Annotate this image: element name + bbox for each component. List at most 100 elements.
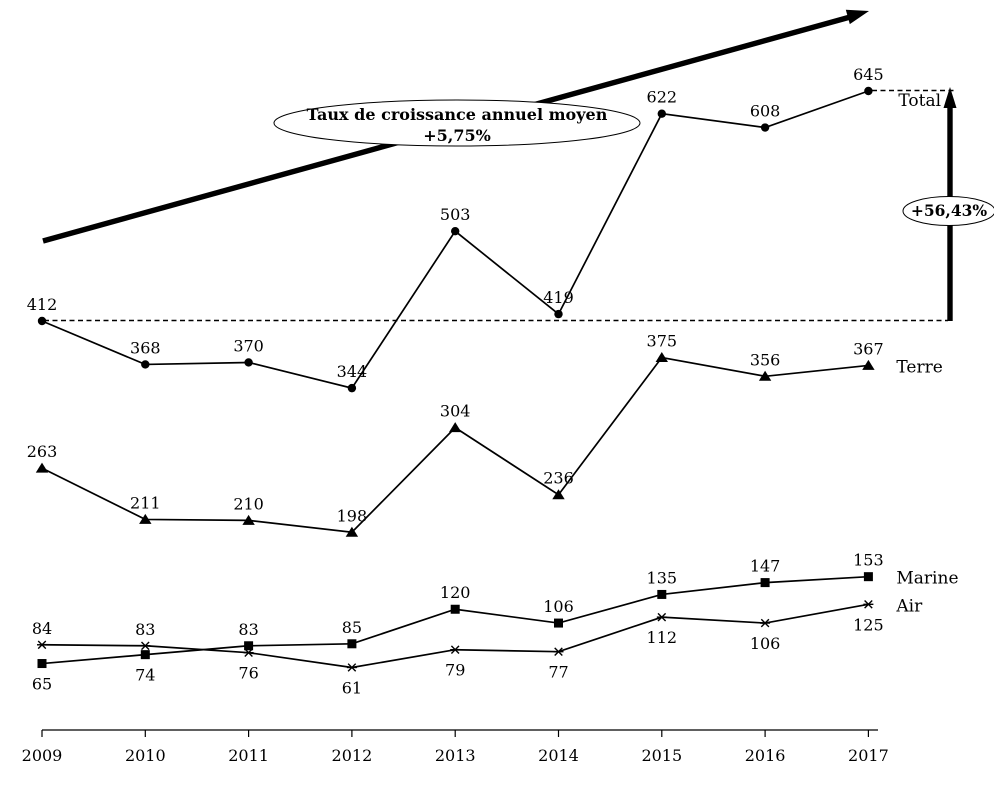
series-air-marker-star-icon-stroke xyxy=(554,647,563,656)
value-label-terre-2013: 304 xyxy=(440,402,471,421)
series-air-marker-star-icon xyxy=(346,663,357,672)
value-label-air-2015: 112 xyxy=(647,628,678,647)
series-marine-marker-square-icon xyxy=(760,578,770,588)
series-total-marker-circle-icon xyxy=(760,123,770,132)
value-label-terre-2016: 356 xyxy=(750,350,781,369)
series-air-marker-star-icon xyxy=(760,618,771,628)
series-marine-marker-square-icon xyxy=(140,650,150,660)
value-label-terre-2009: 263 xyxy=(27,442,58,461)
value-label-marine-2009: 65 xyxy=(32,675,52,694)
value-label-marine-2014: 106 xyxy=(543,597,574,616)
value-label-total-2009: 412 xyxy=(27,295,58,314)
series-terre-marker-triangle-icon xyxy=(655,352,668,363)
value-label-total-2015: 622 xyxy=(647,88,678,107)
value-label-terre-2012: 198 xyxy=(337,506,368,525)
value-label-marine-2011: 83 xyxy=(238,620,258,639)
x-label-2013: 2013 xyxy=(435,746,476,765)
value-label-marine-2017: 153 xyxy=(853,551,884,570)
series-air-marker-star-icon xyxy=(656,612,667,622)
series-terre-marker-triangle-icon xyxy=(449,422,462,433)
value-label-total-2010: 368 xyxy=(130,338,161,357)
series-marine-marker-square-icon xyxy=(657,589,667,599)
series-air-marker-star-icon xyxy=(140,641,151,651)
x-label-2014: 2014 xyxy=(538,746,579,765)
series-air-marker-star-icon-stroke xyxy=(760,618,770,628)
series-air-marker-star-icon xyxy=(450,645,461,655)
series-marine-marker-square-icon xyxy=(554,618,563,628)
series-air-marker-star-icon-stroke xyxy=(37,640,47,650)
x-label-2012: 2012 xyxy=(332,746,373,765)
value-label-marine-2010: 74 xyxy=(135,666,155,685)
series-air-marker-star-icon xyxy=(243,648,254,657)
growth-ellipse xyxy=(273,99,641,147)
value-label-air-2013: 79 xyxy=(445,661,465,680)
series-end-labels-layer: Total Terre Marine Air xyxy=(895,91,958,616)
series-terre: 263 211 210 198 304 236 375 356 367 xyxy=(27,332,884,537)
series-air-marker-star-icon xyxy=(863,600,874,609)
x-label-2015: 2015 xyxy=(641,746,682,765)
value-label-air-2014: 77 xyxy=(548,663,568,682)
value-label-air-2016: 106 xyxy=(750,634,781,653)
series-total-marker-circle-icon xyxy=(451,226,460,236)
series-end-label-total: Total xyxy=(898,91,941,111)
series-air-marker-star-icon-stroke xyxy=(450,645,460,655)
increase-annotation: +56,43% xyxy=(902,87,994,321)
series-layer: 412 368 370 344 503 419 622 608 645 263 211 210 198 3… xyxy=(27,65,884,697)
series-total-marker-circle-icon xyxy=(244,358,253,367)
series-terre-marker-triangle-icon xyxy=(345,526,359,537)
series-terre-marker-triangle-icon xyxy=(35,462,49,473)
value-label-marine-2012: 85 xyxy=(342,618,362,637)
x-label-2016: 2016 xyxy=(745,746,786,765)
value-label-air-2010: 83 xyxy=(135,620,155,639)
series-terre-line xyxy=(41,356,869,534)
series-marine-marker-square-icon xyxy=(244,641,254,651)
value-label-marine-2016: 147 xyxy=(750,557,781,576)
x-label-2009: 2009 xyxy=(22,746,63,765)
value-label-air-2009: 84 xyxy=(32,619,52,638)
increase-arrow-head xyxy=(943,87,957,108)
series-air-marker-star-icon-stroke xyxy=(657,612,667,622)
series-end-label-terre: Terre xyxy=(896,357,942,377)
series-terre-marker-triangle-icon xyxy=(552,489,565,500)
series-total: 412 368 370 344 503 419 622 608 645 xyxy=(27,65,884,393)
series-terre-marker-triangle-icon xyxy=(862,359,875,370)
value-label-air-2017: 125 xyxy=(853,615,884,634)
value-label-marine-2015: 135 xyxy=(647,568,678,587)
series-total-marker-circle-icon xyxy=(657,109,666,118)
value-label-total-2012: 344 xyxy=(337,362,368,381)
increase-ellipse-text: +56,43% xyxy=(911,201,988,220)
series-end-label-marine: Marine xyxy=(896,569,958,589)
value-label-total-2014: 419 xyxy=(543,288,574,307)
x-label-2010: 2010 xyxy=(125,746,166,765)
series-air-marker-star-icon-stroke xyxy=(244,648,253,657)
series-air-marker-star-icon xyxy=(37,640,47,650)
series-total-marker-circle-icon xyxy=(141,360,150,369)
series-marine-marker-square-icon xyxy=(450,604,460,614)
x-axis-ticks xyxy=(41,730,870,737)
series-marine: 65 74 83 85 120 106 135 147 153 xyxy=(32,551,884,694)
x-label-2017: 2017 xyxy=(848,746,889,765)
value-label-terre-2011: 210 xyxy=(233,494,264,513)
series-air: 84 83 76 61 79 77 112 106 125 xyxy=(32,600,884,697)
trend-arrow-head xyxy=(845,9,869,25)
value-label-total-2016: 608 xyxy=(750,102,781,121)
series-total-marker-circle-icon xyxy=(554,309,563,319)
series-total-marker-circle-icon xyxy=(864,86,873,96)
series-terre-marker-triangle-icon xyxy=(758,370,772,381)
x-axis-labels: 2009 2010 2011 2012 2013 2014 2015 2016 2017 xyxy=(22,746,889,765)
value-label-total-2017: 645 xyxy=(853,65,884,84)
series-terre-marker-triangle-icon xyxy=(242,514,255,525)
x-label-2011: 2011 xyxy=(228,746,269,765)
series-marine-marker-square-icon xyxy=(347,639,357,649)
value-label-marine-2013: 120 xyxy=(440,583,471,602)
growth-ellipse-text-line1: Taux de croissance annuel moyen xyxy=(307,105,608,124)
series-terre-marker-triangle-icon xyxy=(139,513,152,524)
series-total-marker-circle-icon xyxy=(37,316,47,326)
series-end-label-air: Air xyxy=(895,596,923,616)
value-label-terre-2015: 375 xyxy=(647,332,678,351)
value-label-air-2012: 61 xyxy=(342,678,362,697)
series-air-marker-star-icon-stroke xyxy=(141,641,150,651)
series-air-marker-star-icon-stroke xyxy=(864,600,873,609)
series-marine-marker-square-icon xyxy=(37,659,47,669)
